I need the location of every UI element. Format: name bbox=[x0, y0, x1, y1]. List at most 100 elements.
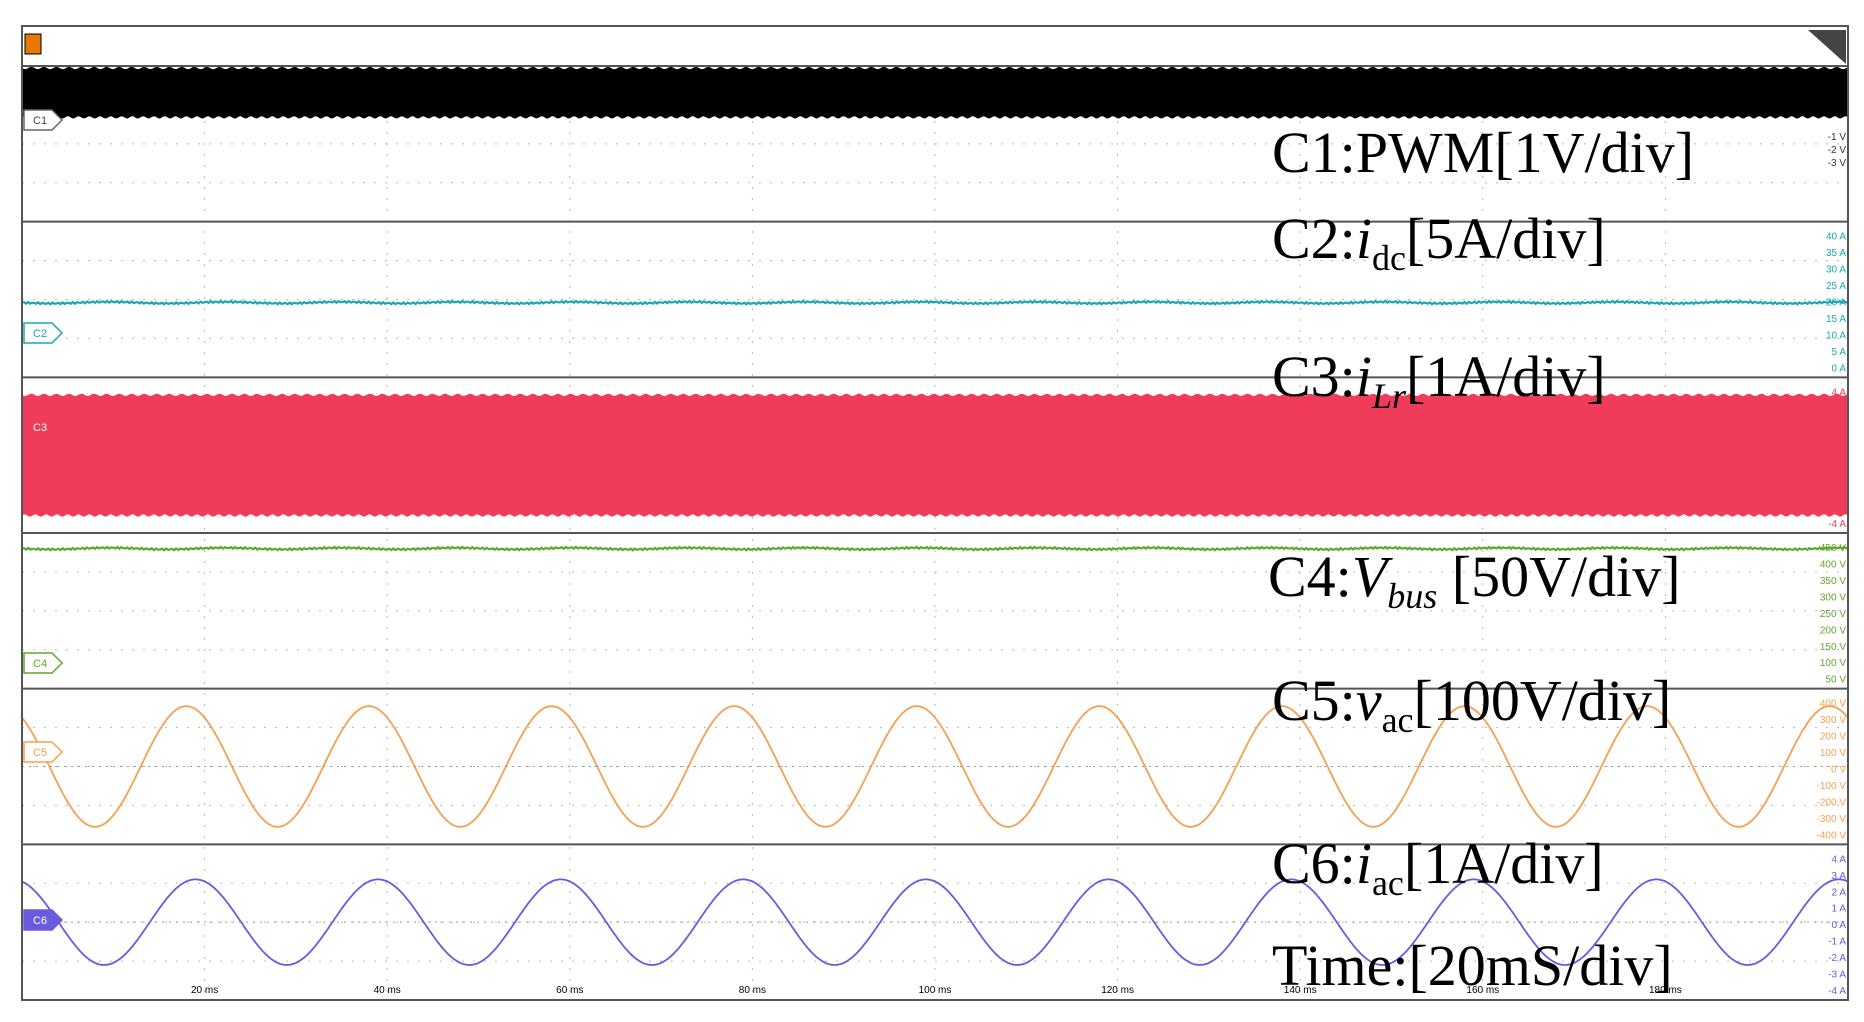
marker-c5: C5 bbox=[23, 741, 64, 763]
channel-marker-shape bbox=[23, 109, 64, 131]
label-part: C3: bbox=[1272, 344, 1356, 409]
trace-c5 bbox=[21, 705, 1849, 828]
label-part: ac bbox=[1372, 863, 1404, 903]
tick-label: 2 A bbox=[1832, 420, 1847, 431]
ticks-c4: 450 V 400 V 350 V 300 V 250 V 200 V 150 V 100 V… bbox=[1820, 543, 1846, 686]
time-tick-label: 60 ms bbox=[556, 985, 583, 996]
time-tick-label: 180 ms bbox=[1649, 985, 1682, 996]
tick-label: 1 A bbox=[1832, 437, 1847, 448]
tick-label: -3 A bbox=[1828, 970, 1846, 981]
label-part: i bbox=[1356, 344, 1372, 409]
label-c6: C6:iac[1A/div] bbox=[1272, 831, 1604, 903]
tick-label: -3 A bbox=[1828, 503, 1846, 514]
tick-label: 4 A bbox=[1832, 854, 1847, 865]
channel-marker-label: C4 bbox=[33, 658, 47, 670]
time-tick-label: 140 ms bbox=[1284, 985, 1317, 996]
tick-label: 450 V bbox=[1820, 543, 1846, 554]
marker-c4: C4 bbox=[23, 652, 64, 674]
trigger-marker-icon bbox=[24, 33, 42, 55]
label-part: C4: bbox=[1268, 544, 1352, 609]
time-tick-label: 120 ms bbox=[1101, 985, 1134, 996]
label-part: Lr bbox=[1371, 376, 1407, 416]
tick-label: -2 V bbox=[1828, 145, 1847, 156]
trace-c2-line bbox=[21, 299, 1849, 306]
tick-label: 300 V bbox=[1820, 592, 1846, 603]
channel-marker-shape bbox=[23, 741, 64, 763]
tick-label: 400 V bbox=[1820, 559, 1846, 570]
label-c4: C4:Vbus [50V/div] bbox=[1268, 544, 1681, 616]
channel-labels: C1:PWM[1V/div]C2:idc[5A/div]C3:iLr[1A/di… bbox=[1268, 120, 1694, 998]
channel-marker-shape bbox=[23, 322, 64, 344]
marker-c1: C1 bbox=[23, 109, 64, 131]
channel-marker-label: C1 bbox=[33, 115, 47, 127]
tick-label: 50 V bbox=[1825, 675, 1846, 686]
channel-marker-shape bbox=[23, 909, 64, 931]
ticks-c2: 40 A 35 A 30 A 25 A 20 A 15 A 10 A 5 A 0 A bbox=[1826, 232, 1846, 375]
tick-label: -1 V bbox=[1828, 132, 1847, 143]
trace-c2 bbox=[21, 299, 1849, 306]
marker-c2: C2 bbox=[23, 322, 64, 344]
tick-label: 15 A bbox=[1826, 314, 1846, 325]
time-tick-label: 80 ms bbox=[739, 985, 766, 996]
tick-label: 100 V bbox=[1820, 748, 1846, 759]
ticks-c6: 4 A 3 A 2 A 1 A 0 A -1 A -2 A -3 A -4 A bbox=[1828, 854, 1846, 997]
tick-label: 10 A bbox=[1826, 330, 1846, 341]
tick-label: 150 V bbox=[1820, 642, 1846, 653]
tick-label: -1 A bbox=[1828, 470, 1846, 481]
tick-label: -200 V bbox=[1817, 797, 1847, 808]
trace-c3-band bbox=[22, 393, 1848, 517]
label-part: C5: bbox=[1272, 668, 1356, 733]
trace-c5-sine bbox=[21, 705, 1849, 828]
marker-c6: C6 bbox=[23, 909, 64, 931]
tick-label: 25 A bbox=[1826, 281, 1846, 292]
label-part: [1A/div] bbox=[1406, 344, 1606, 409]
label-part: C2: bbox=[1272, 206, 1356, 271]
tick-label: -3 V bbox=[1828, 158, 1847, 169]
ticks-c1: -1 V -2 V -3 V bbox=[1828, 132, 1847, 169]
tick-label: 3 A bbox=[1832, 404, 1847, 415]
tick-label: 0 A bbox=[1832, 363, 1847, 374]
marker-c3: C3 bbox=[23, 416, 64, 438]
label-part: i bbox=[1356, 831, 1372, 896]
tick-label: -4 A bbox=[1828, 986, 1846, 997]
tick-label: 250 V bbox=[1820, 609, 1846, 620]
label-part: C1:PWM[1V/div] bbox=[1272, 120, 1694, 185]
tick-label: -300 V bbox=[1817, 814, 1847, 825]
label-part: [5A/div] bbox=[1406, 206, 1606, 271]
label-part: C6: bbox=[1272, 831, 1356, 896]
label-part: V bbox=[1352, 544, 1394, 609]
tick-label: 3 A bbox=[1832, 871, 1847, 882]
label-part: [1A/div] bbox=[1404, 831, 1604, 896]
cursor-corner-icon bbox=[1808, 30, 1846, 64]
channel-marker-shape bbox=[23, 652, 64, 674]
tick-label: -2 A bbox=[1828, 953, 1846, 964]
label-time: Time:[20mS/div] bbox=[1272, 933, 1673, 998]
time-tick-label: 160 ms bbox=[1466, 985, 1499, 996]
tick-label: 0 A bbox=[1832, 920, 1847, 931]
tick-label: 0 A bbox=[1832, 453, 1847, 464]
tick-label: -4 A bbox=[1828, 519, 1846, 530]
time-tick-label: 100 ms bbox=[919, 985, 952, 996]
channel-markers: C1 C2 C3 C4 C5 C6 bbox=[23, 109, 64, 931]
tick-label: -2 A bbox=[1828, 486, 1846, 497]
time-tick-label: 20 ms bbox=[191, 985, 218, 996]
label-c1: C1:PWM[1V/div] bbox=[1272, 120, 1694, 185]
tick-label: 20 A bbox=[1826, 298, 1846, 309]
trace-c1-band bbox=[22, 66, 1848, 119]
label-part: dc bbox=[1372, 238, 1406, 278]
time-axis-ticks: 20 ms 40 ms 60 ms 80 ms 100 ms 120 ms 140 ms 16… bbox=[191, 985, 1682, 996]
tick-label: 4 A bbox=[1832, 387, 1847, 398]
label-part: [100V/div] bbox=[1414, 668, 1672, 733]
tick-label: -1 A bbox=[1828, 937, 1846, 948]
channel-marker-label: C6 bbox=[33, 915, 47, 927]
label-c3: C3:iLr[1A/div] bbox=[1272, 344, 1606, 416]
trace-c6-sine bbox=[21, 878, 1849, 966]
tick-label: 200 V bbox=[1820, 625, 1846, 636]
tick-label: -400 V bbox=[1817, 830, 1847, 841]
channel-marker-label: C2 bbox=[33, 328, 47, 340]
tick-label: 350 V bbox=[1820, 576, 1846, 587]
trace-c4 bbox=[21, 545, 1849, 552]
panel-frames bbox=[21, 25, 1849, 1001]
tick-label: 300 V bbox=[1820, 715, 1846, 726]
